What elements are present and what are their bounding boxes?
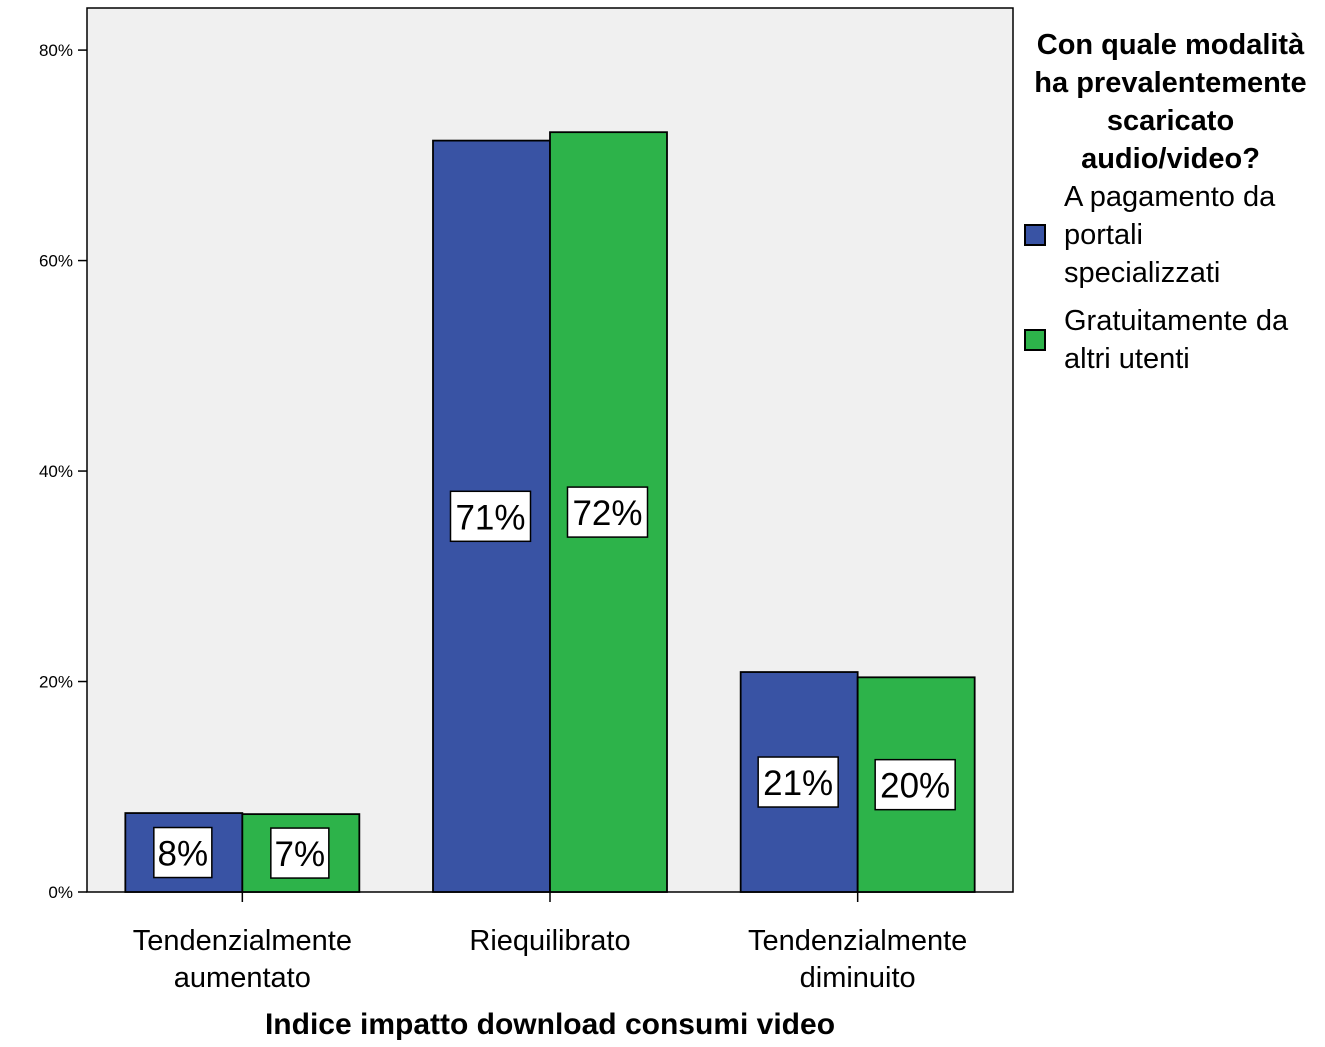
x-tick-label: Tendenzialmente: [133, 925, 352, 957]
data-label: 21%: [763, 764, 833, 803]
data-label: 20%: [880, 767, 950, 806]
legend: Con quale modalità ha prevalentemente sc…: [1018, 26, 1323, 378]
x-axis-title: Indice impatto download consumi video: [264, 1008, 836, 1041]
bar: [124, 812, 244, 893]
x-tick-label: aumentato: [174, 962, 311, 994]
x-tick-label: Tendenzialmente: [748, 925, 967, 957]
data-label-box: [566, 486, 649, 538]
data-label-box: [153, 826, 213, 879]
data-label-box: [449, 490, 532, 543]
legend-label: portali: [1064, 219, 1143, 251]
data-label-box: [757, 756, 839, 808]
legend-title: Con quale modalità ha prevalentemente sc…: [1034, 29, 1307, 175]
data-label-box: [270, 827, 330, 879]
legend-label: altri utenti: [1064, 343, 1190, 375]
legend-swatch: [1024, 329, 1046, 351]
x-tick-label: Riequilibrato: [469, 925, 630, 957]
y-tick-label: 60%: [39, 252, 73, 271]
legend-swatch: [1024, 224, 1046, 246]
legend-label: Gratuitamente da: [1064, 305, 1289, 337]
y-tick-label: 0%: [48, 883, 73, 902]
legend-label: A pagamento da: [1064, 181, 1276, 213]
legend-label: specializzati: [1064, 257, 1221, 289]
data-label: 71%: [455, 498, 525, 537]
data-label-box: [874, 758, 956, 811]
y-tick-label: 80%: [39, 41, 73, 60]
y-tick-label: 20%: [39, 673, 73, 692]
y-tick-label: 40%: [39, 462, 73, 481]
data-label: 7%: [275, 835, 326, 874]
x-axis: Tendenzialmente aumentato Riequilibrato Ten…: [133, 892, 967, 994]
x-tick-label: diminuito: [800, 962, 916, 994]
y-axis: 0% 20% 40% 60% 80%: [39, 41, 87, 902]
legend-item: Gratuitamente da altri utenti: [1018, 302, 1323, 378]
bars: 8% 7% 71% 72% 21% 20%: [124, 131, 976, 893]
legend-item: A pagamento da portali specializzati: [1018, 178, 1323, 292]
data-label: 72%: [572, 494, 642, 533]
data-label: 8%: [158, 835, 209, 874]
